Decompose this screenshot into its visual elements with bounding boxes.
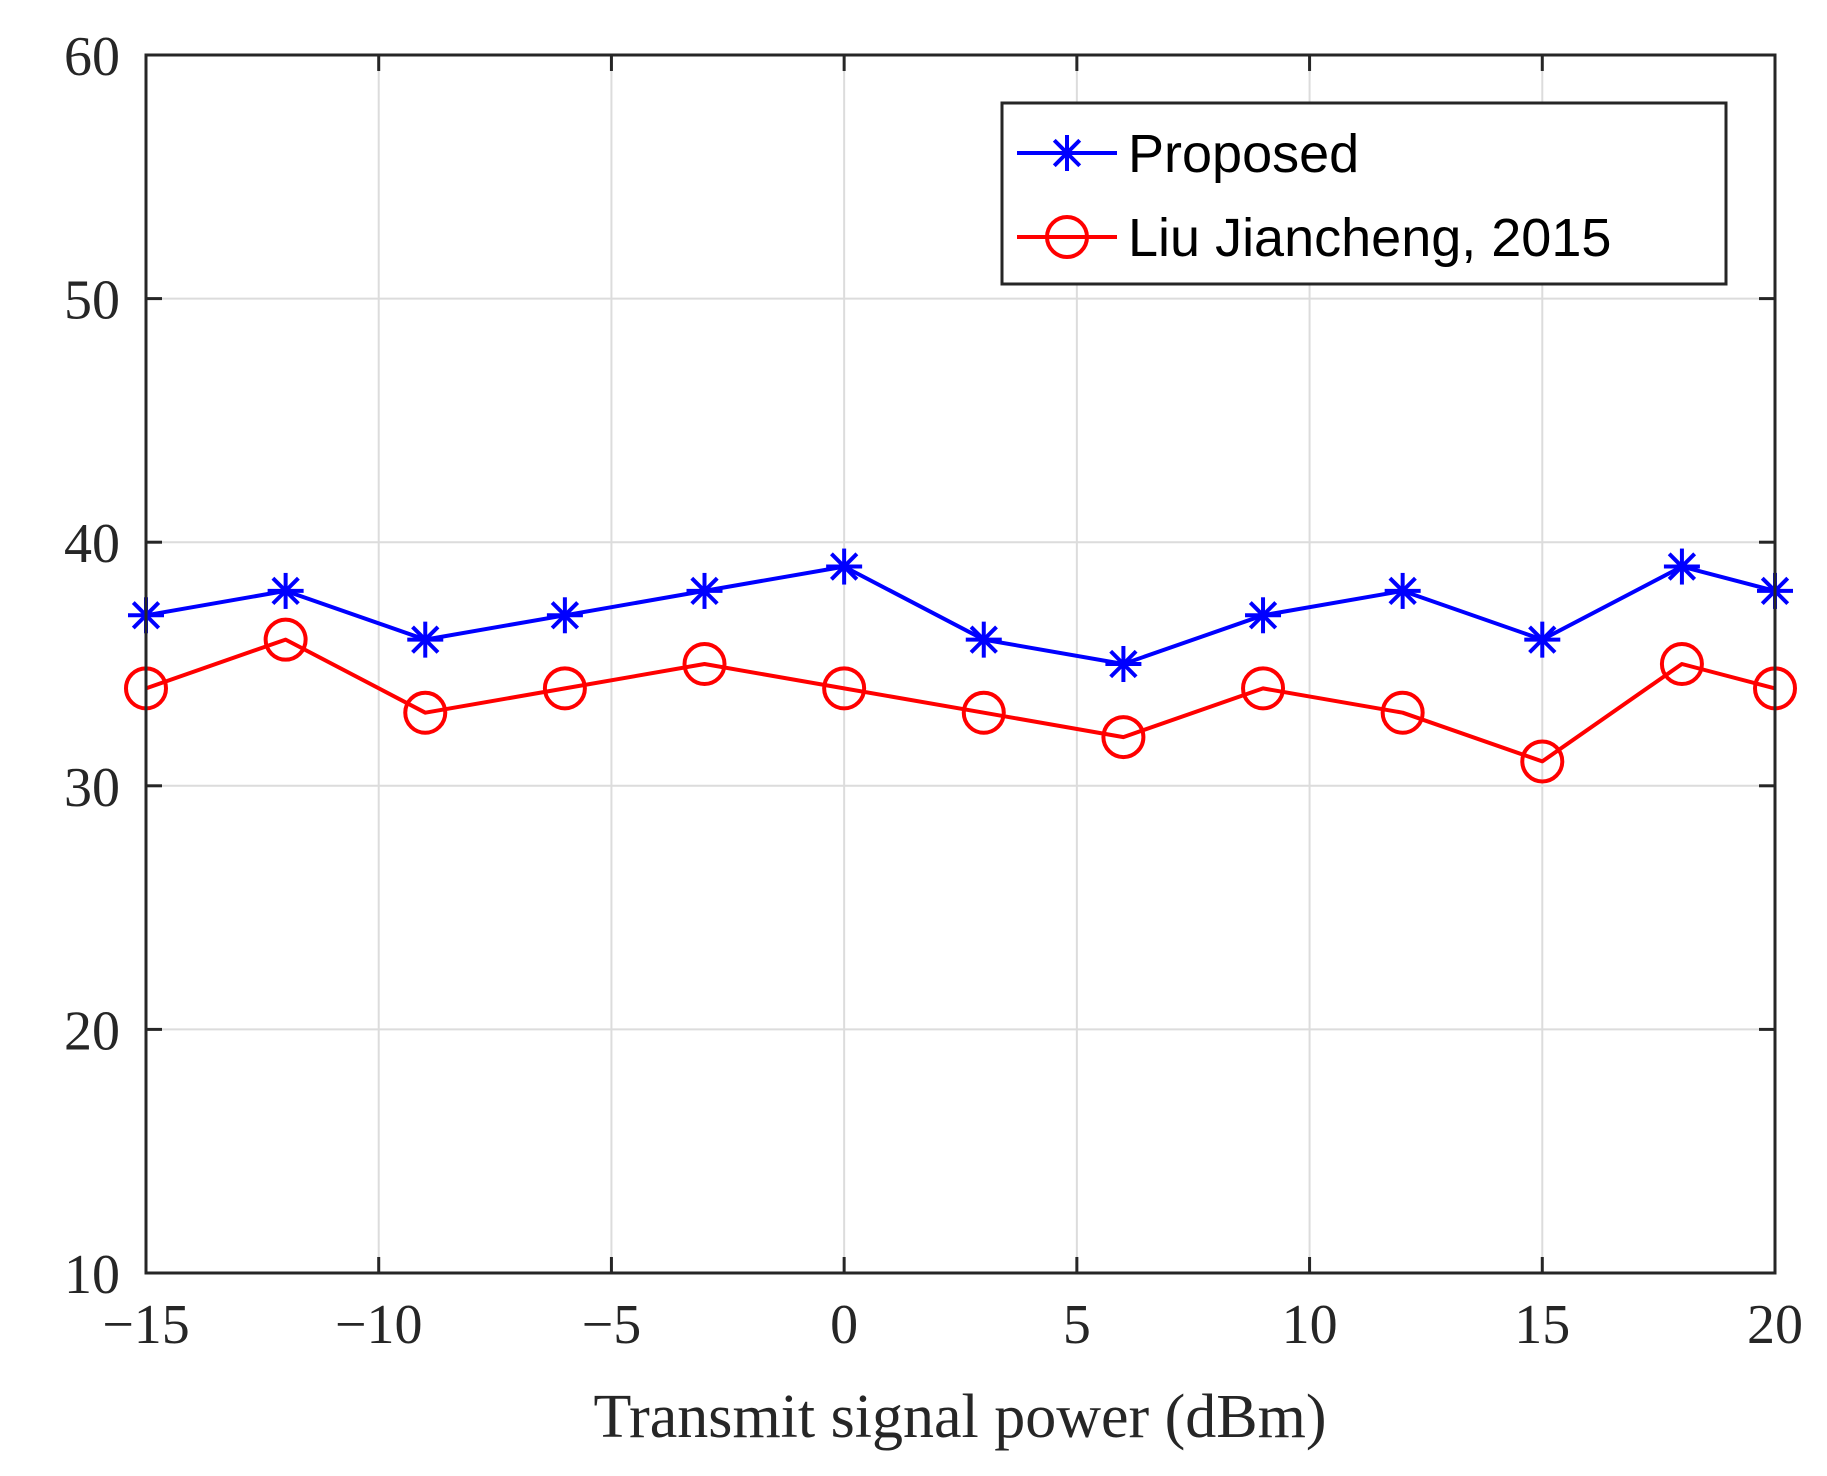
y-tick-label: 30 [64, 757, 120, 819]
data-point [1380, 690, 1425, 735]
x-axis-title: Transmit signal power (dBm) [593, 1383, 1326, 1451]
x-tick-label: 15 [1514, 1294, 1570, 1356]
x-tick-label: 20 [1747, 1294, 1803, 1356]
x-tick-label: −15 [102, 1294, 190, 1356]
data-point [1245, 597, 1282, 634]
series-layer [124, 548, 1797, 784]
data-point [822, 666, 867, 711]
x-tick-label: −10 [335, 1294, 423, 1356]
x-tick-label: 10 [1282, 1294, 1338, 1356]
data-point [682, 642, 727, 686]
data-point [407, 621, 444, 658]
y-tick-label: 60 [64, 26, 120, 88]
data-point [267, 572, 304, 609]
data-point [1384, 572, 1421, 609]
legend-marker-proposed [1049, 135, 1085, 171]
data-point [1663, 548, 1700, 585]
data-point [1101, 715, 1146, 760]
legend-marker-liu [1045, 215, 1089, 259]
data-point [403, 690, 448, 735]
y-tick-label: 50 [64, 270, 120, 332]
data-point [263, 617, 308, 662]
legend-marker [1045, 215, 1089, 259]
legend-label-proposed: Proposed [1128, 124, 1359, 184]
data-point [961, 690, 1006, 735]
data-point [1524, 621, 1561, 658]
data-point [1659, 642, 1704, 686]
grid [146, 55, 1775, 1273]
data-point [1241, 666, 1286, 711]
x-tick-label: −5 [582, 1294, 642, 1356]
data-point [826, 548, 863, 585]
legend: Proposed Liu Jiancheng, 2015 [1000, 101, 1728, 286]
y-tick-label: 20 [64, 1000, 120, 1062]
data-point [542, 666, 587, 711]
data-point [686, 572, 723, 609]
x-tick-label: 5 [1063, 1294, 1091, 1356]
x-tick-label: 0 [830, 1294, 858, 1356]
series-line [145, 637, 1776, 764]
legend-box [1000, 101, 1728, 286]
data-point [546, 597, 583, 634]
tick-labels: −15 −10 −5 0 5 10 15 20 10 20 30 40 50 60 [64, 26, 1803, 1356]
y-tick-label: 10 [64, 1244, 120, 1306]
y-tick-label: 40 [64, 513, 120, 575]
data-point [1105, 646, 1142, 682]
plot-frame [144, 53, 1777, 1275]
data-point [1520, 739, 1565, 784]
data-point [965, 621, 1002, 658]
legend-marker [1049, 135, 1085, 171]
series-1 [124, 617, 1797, 784]
legend-label-liu: Liu Jiancheng, 2015 [1128, 208, 1611, 268]
